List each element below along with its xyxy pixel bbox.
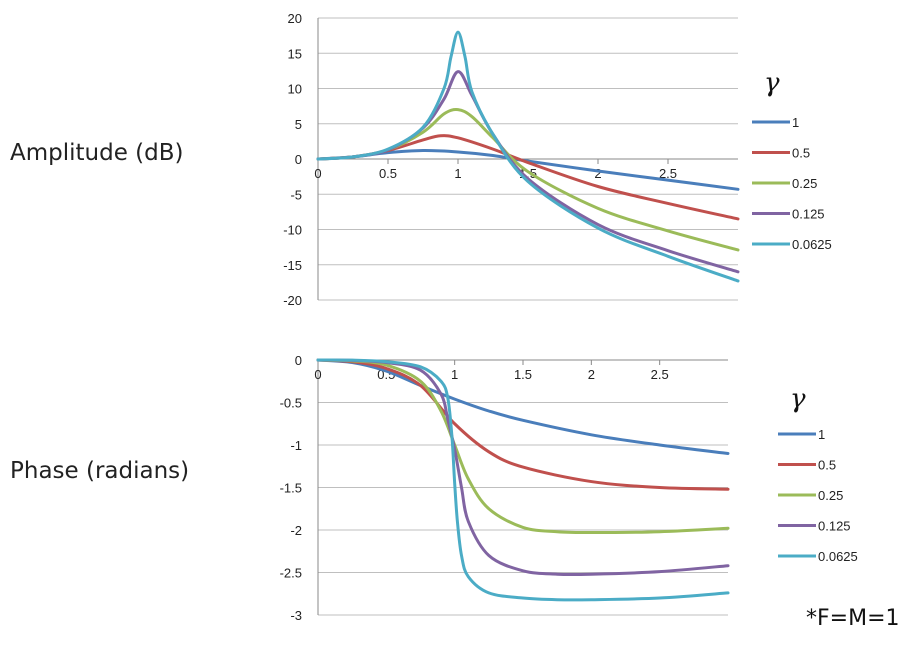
phase-legend-title: γ: [790, 384, 806, 414]
amplitude-legend: 1 0.5 0.25 0.125 0.0625: [752, 115, 832, 252]
series-line-gamma-0.0625: [316, 358, 730, 602]
legend-label-gamma-0.0625: 0.0625: [792, 237, 832, 252]
x-tick-label: 1: [451, 367, 458, 382]
x-tick-label: 2: [594, 166, 601, 181]
phase-legend: 1 0.5 0.25 0.125 0.0625: [778, 427, 858, 564]
series-line-gamma-0.5: [316, 358, 730, 491]
y-tick-label: -3: [290, 608, 302, 623]
series-line-gamma-1: [316, 358, 730, 455]
legend-label-gamma-0.125: 0.125: [818, 519, 851, 534]
legend-label-gamma-0.0625: 0.0625: [818, 549, 858, 564]
y-tick-label: -1.5: [280, 481, 302, 496]
y-tick-label: -20: [283, 293, 302, 308]
y-tick-label: 5: [295, 117, 302, 132]
legend-label-gamma-1: 1: [818, 427, 825, 442]
x-tick-label: 0.5: [379, 166, 397, 181]
y-tick-label: -2.5: [280, 566, 302, 581]
x-tick-label: 1.5: [514, 367, 532, 382]
x-tick-label: 2.5: [659, 166, 677, 181]
y-tick-label: -5: [290, 187, 302, 202]
series-line-gamma-0.0625: [316, 30, 740, 283]
x-tick-label: 0: [314, 367, 321, 382]
legend-label-gamma-0.25: 0.25: [792, 176, 817, 191]
phase-series-lines: [316, 358, 730, 602]
amplitude-axis-label: Amplitude (dB): [10, 140, 184, 166]
parameter-note: *F=M=1: [806, 606, 900, 631]
y-tick-label: -2: [290, 523, 302, 538]
phase-axis-label: Phase (radians): [10, 458, 190, 484]
y-tick-label: -0.5: [280, 396, 302, 411]
x-tick-label: 1: [454, 166, 461, 181]
y-tick-label: 20: [288, 11, 302, 26]
legend-label-gamma-0.25: 0.25: [818, 488, 843, 503]
y-tick-label: 10: [288, 82, 302, 97]
x-tick-label: 2.5: [651, 367, 669, 382]
y-tick-label: 0: [295, 353, 302, 368]
amplitude-legend-title: γ: [764, 68, 780, 98]
x-tick-label: 0: [314, 166, 321, 181]
series-line-gamma-0.25: [316, 358, 730, 535]
x-tick-label: 2: [588, 367, 595, 382]
y-tick-label: -1: [290, 438, 302, 453]
legend-label-gamma-1: 1: [792, 115, 799, 130]
y-tick-label: -15: [283, 258, 302, 273]
legend-label-gamma-0.125: 0.125: [792, 207, 825, 222]
legend-label-gamma-0.5: 0.5: [818, 458, 836, 473]
y-tick-label: -10: [283, 223, 302, 238]
y-tick-label: 15: [288, 46, 302, 61]
legend-label-gamma-0.5: 0.5: [792, 146, 810, 161]
amplitude-series-lines: [316, 30, 740, 283]
y-tick-label: 0: [295, 152, 302, 167]
